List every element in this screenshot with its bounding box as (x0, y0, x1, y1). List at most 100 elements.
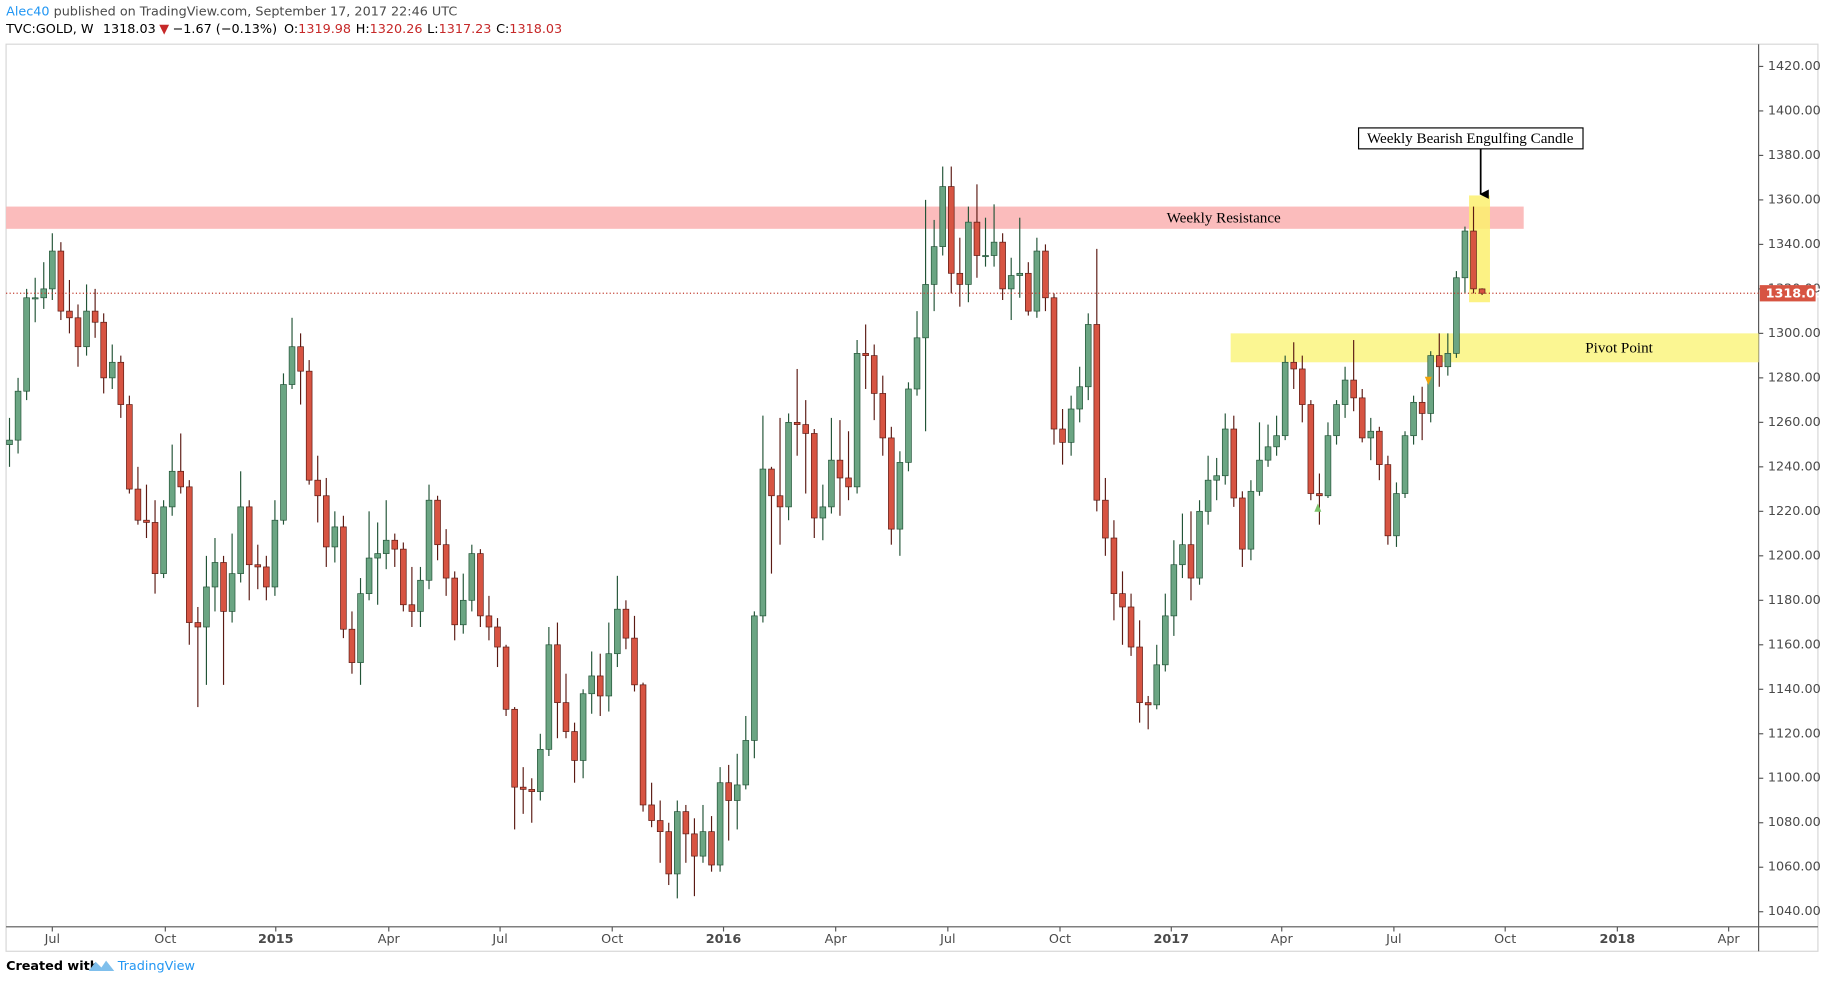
candle-body (151, 522, 159, 574)
candle-body (1127, 606, 1135, 648)
candle-body (348, 628, 356, 663)
candle-body (83, 310, 90, 348)
candle-body (768, 468, 775, 497)
candle-body (323, 495, 330, 548)
close-label: C: (496, 22, 509, 37)
candle-body (1290, 361, 1297, 370)
candle-body (305, 370, 313, 481)
candle-body (1427, 355, 1434, 414)
candle-body (1436, 355, 1443, 368)
candle-body (160, 506, 167, 574)
y-tick-label: 1280.00 (1768, 370, 1821, 385)
candle-body (759, 468, 767, 617)
candle-body (956, 272, 964, 285)
candle-body (502, 646, 510, 710)
x-tick-label: Jul (1385, 932, 1401, 947)
candle-body (853, 353, 861, 488)
candle-body (477, 553, 484, 617)
candle-body (1410, 401, 1417, 437)
candle-body (297, 346, 304, 372)
candle-body (254, 564, 262, 568)
candle-body (648, 804, 655, 821)
candle-body (126, 404, 133, 490)
candle-body (674, 811, 681, 875)
x-tick-label: Jul (44, 932, 60, 947)
x-tick-label: Oct (1049, 932, 1071, 947)
candle-body (1033, 250, 1041, 312)
candle-body (1453, 277, 1460, 354)
candle-body (314, 479, 321, 497)
candle-body (708, 831, 715, 866)
author[interactable]: Alec40 (6, 4, 49, 19)
annotation-box (1357, 127, 1584, 150)
candle-body (656, 820, 664, 832)
x-tick-label: 2015 (258, 932, 294, 947)
x-tick-label: 2016 (706, 932, 742, 947)
candle-body (1358, 397, 1366, 439)
candle-body (631, 637, 638, 686)
candle-body (1230, 428, 1238, 499)
candle-body (1299, 368, 1306, 405)
candle-body (1119, 593, 1126, 608)
x-tick-label: 2018 (1600, 932, 1636, 947)
candle-body (1393, 493, 1400, 537)
candle-body (1110, 537, 1118, 594)
candle-body (1059, 428, 1066, 443)
candle-body (665, 831, 672, 875)
y-tick-label: 1300.00 (1768, 326, 1821, 341)
candle-body (434, 499, 441, 546)
candle-body (365, 557, 373, 594)
candle-body (554, 644, 561, 703)
candle-body (108, 361, 116, 379)
candle-body (220, 562, 227, 612)
candle-body (930, 246, 938, 285)
y-tick-label: 1360.00 (1768, 192, 1821, 207)
low-value: 1317.23 (439, 22, 492, 37)
last-price: 1318.03 (103, 22, 156, 37)
candle-body (49, 250, 56, 290)
candle-body (639, 684, 647, 806)
candle-body (845, 477, 852, 488)
candle-body (485, 615, 493, 628)
x-tick-label: Apr (825, 932, 848, 947)
candle-body (451, 577, 458, 626)
zone-label: Pivot Point (1585, 340, 1653, 356)
candle-body (117, 361, 125, 405)
candle-body (263, 566, 270, 588)
candle-body (896, 462, 904, 530)
candle-body (999, 241, 1006, 290)
y-tick-label: 1200.00 (1768, 548, 1821, 563)
candle-body (237, 506, 244, 574)
y-tick-label: 1420.00 (1768, 59, 1821, 74)
candle-body (391, 539, 399, 550)
zone (6, 206, 1524, 229)
candle-body (1196, 510, 1203, 579)
y-tick-label: 1100.00 (1768, 771, 1821, 786)
candle-body (811, 433, 818, 519)
symbol: TVC:GOLD, W (5, 22, 94, 37)
candle-body (271, 519, 279, 588)
candle-body (819, 506, 827, 519)
candle-body (357, 593, 364, 663)
x-tick-label: Jul (491, 932, 507, 947)
x-tick-label: Apr (378, 932, 401, 947)
candle-body (1007, 275, 1015, 290)
candle-body (14, 390, 22, 441)
annotation: Weekly Bearish Engulfing Candle (1367, 131, 1574, 147)
candle-body (211, 562, 219, 588)
candle-body (579, 693, 587, 761)
candle-body (400, 548, 407, 606)
close-value: 1318.03 (509, 22, 562, 37)
candle-body (1213, 475, 1220, 481)
candle-body (425, 499, 433, 581)
candle-body (776, 495, 784, 508)
footer-brand[interactable]: TradingView (117, 959, 195, 974)
candle-body (1187, 544, 1195, 579)
candle-body (879, 393, 887, 439)
candle-body (990, 241, 998, 256)
candle-body (913, 337, 921, 390)
candle-body (1461, 230, 1469, 279)
x-tick-label: Apr (1271, 932, 1294, 947)
y-tick-label: 1140.00 (1768, 682, 1821, 697)
zone-label: Weekly Resistance (1167, 210, 1281, 226)
